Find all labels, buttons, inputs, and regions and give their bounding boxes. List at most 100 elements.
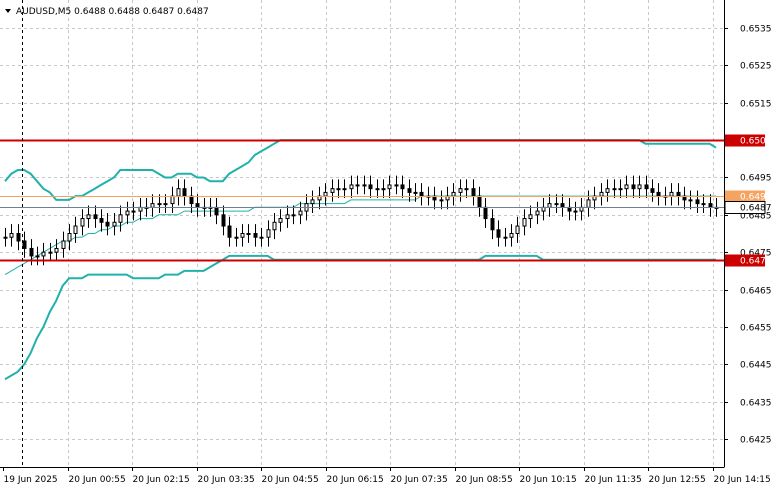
candle <box>573 201 578 221</box>
candle-body-up <box>342 188 347 191</box>
candle-body-down <box>29 247 34 257</box>
level-price-label: 0.6473 <box>740 257 772 267</box>
y-tick-label: 0.6525 <box>740 62 772 72</box>
candle-body-down <box>496 229 501 238</box>
candle-body-up <box>35 255 40 258</box>
candle-body-up <box>131 210 136 213</box>
candle <box>291 205 296 225</box>
candle-body-up <box>298 210 303 216</box>
candle-body-down <box>227 225 232 238</box>
candle-body-up <box>310 199 315 205</box>
candle-body-up <box>349 184 354 190</box>
candle <box>41 242 46 266</box>
candle-body-down <box>650 188 655 193</box>
candle-body-up <box>266 229 271 238</box>
chart-header: AUDUSD,M5 0.6488 0.6488 0.6487 0.6487 <box>5 7 209 17</box>
grid-lines <box>0 0 724 467</box>
candle-body-down <box>644 184 649 190</box>
candle <box>35 246 40 266</box>
candle <box>125 201 130 225</box>
candle <box>259 227 264 247</box>
candle-body-down <box>477 195 482 208</box>
candle-body-down <box>471 188 476 197</box>
horizontal-levels[interactable] <box>0 139 724 262</box>
candle-body-up <box>61 240 66 249</box>
x-tick-label: 20 Jun 00:55 <box>69 475 126 485</box>
candle <box>131 201 136 221</box>
level-price-tag <box>725 254 765 267</box>
candle <box>227 216 232 247</box>
candle-body-down <box>560 203 565 208</box>
candle <box>118 205 123 232</box>
candle <box>458 179 463 202</box>
candle <box>73 216 78 243</box>
y-tick-label: 0.6425 <box>740 436 772 446</box>
candle-body-down <box>221 214 226 227</box>
candle <box>695 190 700 213</box>
candle <box>650 179 655 202</box>
candle-body-down <box>93 214 98 220</box>
candle-body-down <box>407 188 412 193</box>
candle-body-up <box>624 184 629 190</box>
candle-body-up <box>688 199 693 202</box>
candle <box>240 224 245 247</box>
candle-body-up <box>278 218 283 223</box>
candle <box>637 175 642 199</box>
candle-body-up <box>535 210 540 216</box>
candle-body-down <box>631 184 636 190</box>
candle <box>234 227 239 247</box>
candle-body-down <box>189 195 194 205</box>
y-tick-label: 0.6465 <box>740 287 772 297</box>
candle <box>163 194 168 213</box>
candle-body-up <box>3 236 8 239</box>
candle-body-up <box>285 214 290 220</box>
candle <box>298 201 303 225</box>
candle <box>22 231 27 258</box>
candle-body-up <box>451 191 456 197</box>
x-tick-label: 20 Jun 14:15 <box>714 475 771 485</box>
candle-body-down <box>368 184 373 190</box>
x-tick-label: 20 Jun 10:15 <box>520 475 577 485</box>
candle-body-down <box>490 218 495 231</box>
y-tick-label: 0.6485 <box>740 212 772 222</box>
y-tick-label: 0.6535 <box>740 25 772 35</box>
candle <box>93 205 98 228</box>
candle-body-up <box>509 233 514 238</box>
candle <box>407 179 412 202</box>
candle-body-up <box>394 184 399 187</box>
x-tick-label: 20 Jun 08:55 <box>456 475 513 485</box>
candlesticks <box>3 175 719 266</box>
y-tick-label: 0.6455 <box>740 324 772 334</box>
triangle-down-icon[interactable] <box>5 9 11 13</box>
time-axis[interactable]: 19 Jun 2025 20 Jun 00:55 20 Jun 02:15 20 Ju… <box>3 467 771 485</box>
candle <box>336 179 341 199</box>
candle-body-up <box>413 191 418 194</box>
candle <box>67 224 72 251</box>
candle <box>278 209 283 232</box>
candle-body-up <box>375 188 380 191</box>
candle <box>54 239 59 262</box>
candle <box>439 190 444 210</box>
candle <box>400 175 405 199</box>
candle <box>605 179 610 202</box>
candle-body-down <box>99 218 104 223</box>
x-tick-label: 20 Jun 03:35 <box>198 475 255 485</box>
x-tick-label: 19 Jun 2025 <box>4 475 58 485</box>
candle-body-down <box>22 240 27 249</box>
candle-body-up <box>618 188 623 191</box>
candle-body-up <box>439 199 444 202</box>
candle <box>16 224 21 251</box>
candle <box>515 216 520 243</box>
candle <box>105 212 110 236</box>
candle-body-up <box>612 188 617 191</box>
candle <box>221 205 226 236</box>
candle-body-down <box>195 203 200 208</box>
x-tick-label: 20 Jun 12:55 <box>649 475 706 485</box>
candle-body-up <box>503 236 508 239</box>
candle-body-up <box>272 221 277 231</box>
candle <box>624 175 629 199</box>
candle <box>342 179 347 199</box>
price-axis[interactable]: 0.64250.64350.64450.64550.64650.64750.64… <box>724 25 772 446</box>
